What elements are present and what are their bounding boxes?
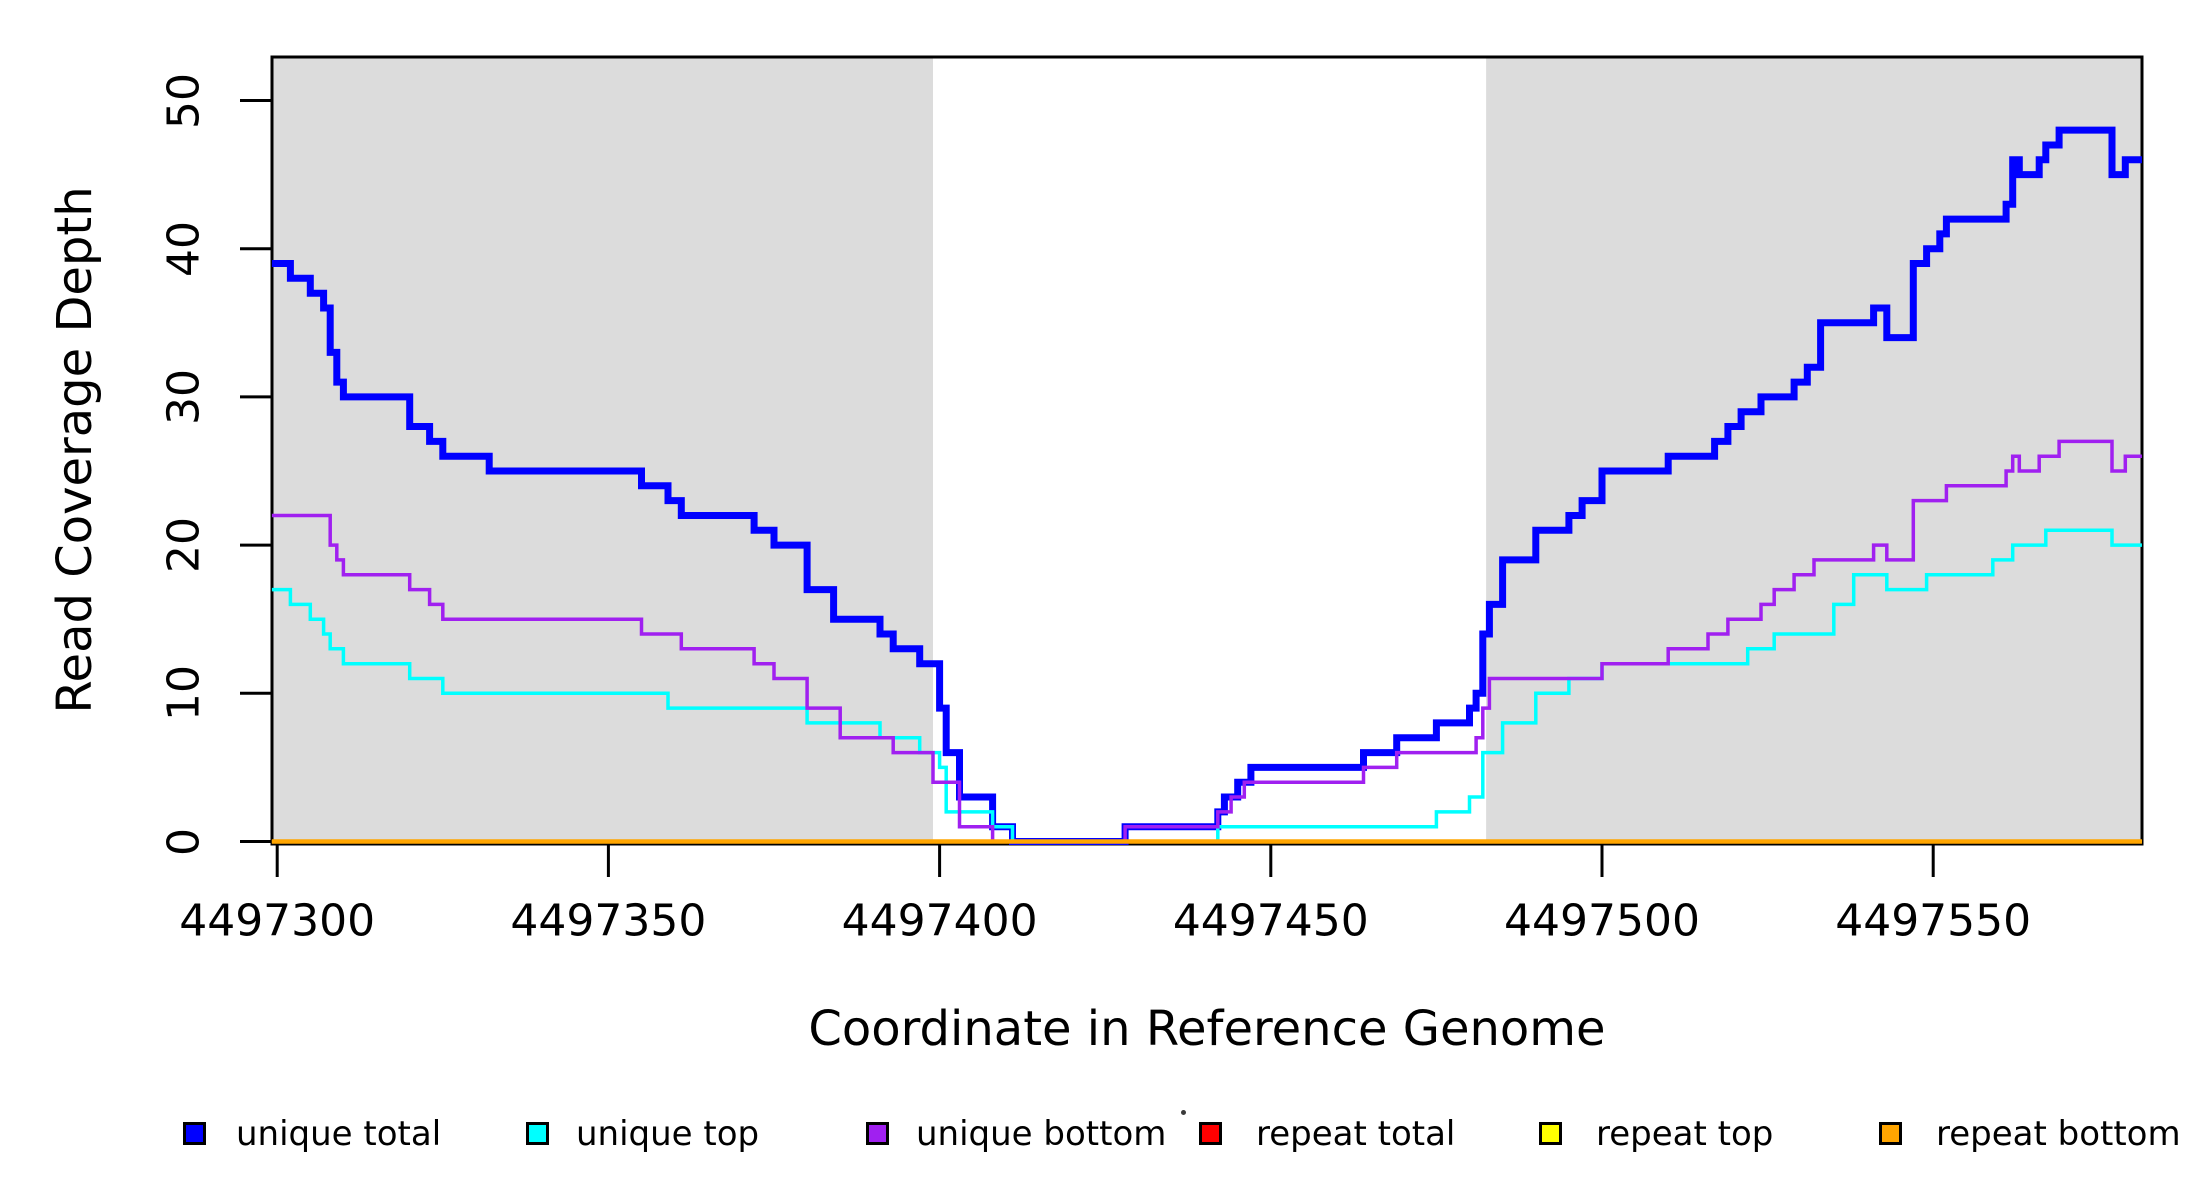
x-tick-label: 4497450	[1172, 895, 1369, 947]
y-tick-label: 40	[158, 220, 210, 277]
x-tick-label: 4497300	[179, 895, 376, 947]
x-tick-label: 4497500	[1504, 895, 1700, 947]
plot-box	[270, 55, 2144, 846]
legend-swatch-unique-total	[183, 1122, 206, 1145]
series-unique-top	[271, 528, 2142, 844]
series-unique-total	[271, 126, 2142, 845]
legend-label-repeat-total: repeat total	[1256, 1114, 1456, 1154]
legend-swatch-repeat-bottom	[1879, 1122, 1902, 1145]
legend-swatch-unique-bottom	[866, 1122, 889, 1145]
y-tick-label: 20	[158, 517, 210, 574]
x-axis-title: Coordinate in Reference Genome	[808, 1001, 1606, 1057]
y-tick-label: 0	[158, 827, 210, 856]
y-tick-label: 10	[158, 665, 210, 722]
shaded-region	[1486, 57, 2142, 844]
x-tick-label: 4497400	[841, 895, 1038, 947]
y-tick-label: 50	[158, 72, 210, 129]
x-tick-label: 4497550	[1835, 895, 2032, 947]
legend-swatch-repeat-top	[1539, 1122, 1562, 1145]
x-tick-label: 4497350	[510, 895, 707, 947]
legend-label-repeat-top: repeat top	[1596, 1114, 1774, 1154]
legend-label-unique-bottom: unique bottom	[916, 1114, 1167, 1154]
stray-dot	[1181, 1110, 1186, 1115]
legend-label-unique-total: unique total	[236, 1114, 442, 1154]
legend-swatch-repeat-total	[1199, 1122, 1222, 1145]
legend-swatch-unique-top	[526, 1122, 549, 1145]
y-tick-label: 30	[158, 368, 210, 425]
legend-label-unique-top: unique top	[576, 1114, 760, 1154]
shaded-region	[271, 57, 933, 844]
series-unique-bottom	[271, 439, 2142, 844]
y-axis-title: Read Coverage Depth	[47, 186, 103, 714]
legend-label-repeat-bottom: repeat bottom	[1936, 1114, 2181, 1154]
